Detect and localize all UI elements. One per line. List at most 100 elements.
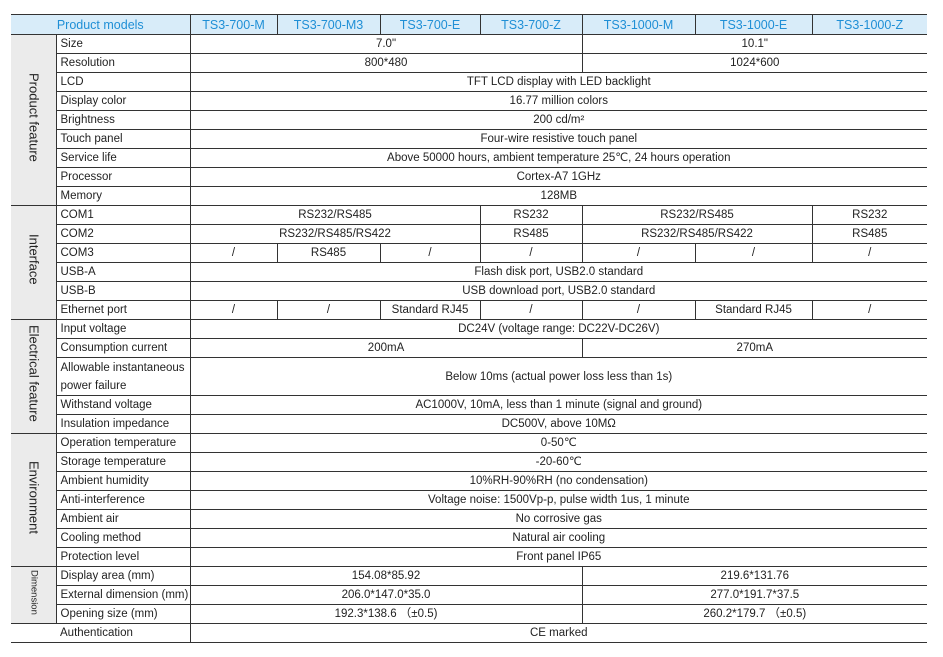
row-value: /	[189, 243, 278, 263]
table-row: Insulation impedance DC500V, above 10MΩ	[11, 414, 928, 434]
row-label: Opening size (mm)	[56, 604, 191, 624]
row-label: Service life	[56, 148, 191, 168]
row-value: Below 10ms (actual power loss less than …	[189, 357, 928, 396]
row-label: Protection level	[56, 547, 191, 567]
row-label: LCD	[56, 72, 191, 92]
table-row: LCD TFT LCD display with LED backlight	[11, 72, 928, 92]
row-value: CE marked	[190, 623, 928, 643]
row-label: Brightness	[56, 110, 191, 130]
table-row: COM3/RS485// / / /	[11, 243, 928, 263]
table-row: Ethernet port / / Standard RJ45// Standard R…	[11, 300, 928, 320]
group-label: Environment	[11, 433, 57, 567]
table-row: COM2 RS232/RS485/RS422 RS485 RS232/RS485/RS…	[11, 224, 928, 244]
row-label: COM3	[56, 243, 191, 263]
row-label: Operation temperature	[55, 433, 191, 453]
row-label: COM2	[56, 224, 191, 244]
row-value: 10%RH-90%RH (no condensation)	[189, 471, 928, 491]
table-row: Interface COM1 RS232/RS485 RS232 RS232/RS485…	[11, 205, 928, 320]
row-label: Resolution	[56, 53, 191, 73]
row-label: Display color	[56, 91, 191, 111]
row-label: Memory	[56, 186, 191, 206]
model-header: TS3-1000-Z	[811, 14, 928, 35]
group-label-text: Dimension	[28, 569, 40, 615]
row-value: RS232	[479, 205, 583, 225]
table-row: Withstand voltage AC1000V, 10mA, less tha…	[11, 395, 928, 415]
table-row: USB-B USB download port, USB2.0 standard	[11, 281, 928, 301]
table-row: Electrical feature Input voltage DC24V (vo…	[11, 319, 928, 434]
row-value: 200mA	[189, 338, 583, 358]
row-value: RS485	[479, 224, 583, 244]
row-value: 1024*600	[581, 53, 928, 73]
row-value: 128MB	[189, 186, 928, 206]
table-row: Allowable instantaneous power failure Bel…	[11, 357, 928, 396]
model-header: TS3-700-M	[189, 14, 278, 35]
table-row: Ambient humidity 10%RH-90%RH (no condensa…	[11, 471, 928, 491]
row-label: Anti-interference	[56, 490, 191, 510]
table-row: External dimension (mm) 206.0*147.0*35.0 2…	[11, 585, 928, 605]
product-models-header: Product models	[11, 14, 191, 35]
table-row: Cooling method Natural air cooling	[11, 528, 928, 548]
row-label: Cooling method	[56, 528, 191, 548]
row-value: /	[479, 300, 583, 320]
row-value: /	[189, 300, 278, 320]
row-value: -20-60℃	[189, 452, 928, 472]
table-row: Resolution 800*480 1024*600	[11, 53, 928, 73]
group-label: Dimension	[11, 566, 57, 624]
model-header: TS3-1000-M	[581, 14, 696, 35]
row-value: 7.0"	[189, 34, 583, 54]
row-value: /	[479, 243, 583, 263]
table-row: Memory 128MB	[11, 186, 928, 206]
row-value: Natural air cooling	[189, 528, 928, 548]
row-label: Ethernet port	[56, 300, 191, 320]
row-value: RS232/RS485/RS422	[189, 224, 481, 244]
group-label-text: Interface	[26, 234, 42, 285]
row-value: 192.3*138.6 （±0.5)	[189, 604, 583, 624]
table-row: Service life Above 50000 hours, ambient t…	[11, 148, 928, 168]
row-value: /	[276, 300, 381, 320]
row-value: Standard RJ45	[694, 300, 813, 320]
row-value: DC24V (voltage range: DC22V-DC26V)	[189, 319, 928, 339]
row-value: RS232/RS485	[581, 205, 813, 225]
row-value: 200 cd/m²	[189, 110, 928, 130]
row-value: No corrosive gas	[189, 509, 928, 529]
table-row: Storage temperature -20-60℃	[11, 452, 928, 472]
table-row: Anti-interference Voltage noise: 1500Vp-p…	[11, 490, 928, 510]
row-value: RS232/RS485/RS422	[581, 224, 813, 244]
table-row: Protection level Front panel IP65	[11, 547, 928, 567]
row-label: Ambient air	[56, 509, 191, 529]
row-value: USB download port, USB2.0 standard	[189, 281, 928, 301]
row-label: COM1	[55, 205, 191, 225]
row-label: Size	[55, 34, 191, 54]
row-label: Authentication	[56, 623, 191, 643]
row-value: RS485	[276, 243, 381, 263]
group-label-text: Electrical feature	[26, 325, 42, 422]
row-label: External dimension (mm)	[56, 585, 191, 605]
row-value: /	[811, 243, 928, 263]
row-value: Front panel IP65	[189, 547, 928, 567]
row-value: Voltage noise: 1500Vp-p, pulse width 1us…	[189, 490, 928, 510]
group-label: Interface	[11, 205, 57, 320]
model-header: TS3-700-E	[379, 14, 481, 35]
row-value: Standard RJ45	[379, 300, 481, 320]
group-label: Electrical feature	[11, 319, 57, 434]
row-value: 16.77 million colors	[189, 91, 928, 111]
row-label: Withstand voltage	[56, 395, 191, 415]
row-value: DC500V, above 10MΩ	[189, 414, 928, 434]
row-label: Insulation impedance	[56, 414, 191, 434]
row-value: /	[811, 300, 928, 320]
group-label-text: Environment	[26, 460, 42, 534]
row-value: Four-wire resistive touch panel	[189, 129, 928, 149]
table-row: Dimension Display area (mm) 154.08*85.92 21…	[11, 566, 928, 624]
row-value: 0-50℃	[189, 433, 928, 453]
row-value: RS232	[811, 205, 928, 225]
row-value: /	[581, 243, 696, 263]
row-value: /	[581, 300, 696, 320]
blank-cell	[11, 623, 56, 643]
row-value: Flash disk port, USB2.0 standard	[189, 262, 928, 282]
table-row: Product feature Size 7.0" 10.1"	[11, 34, 928, 206]
table-row: Opening size (mm) 192.3*138.6 （±0.5) 260.2…	[11, 604, 928, 624]
row-value: 206.0*147.0*35.0	[189, 585, 583, 605]
row-value: AC1000V, 10mA, less than 1 minute (signa…	[189, 395, 928, 415]
row-label: Processor	[56, 167, 191, 187]
row-label: Display area (mm)	[55, 566, 191, 586]
